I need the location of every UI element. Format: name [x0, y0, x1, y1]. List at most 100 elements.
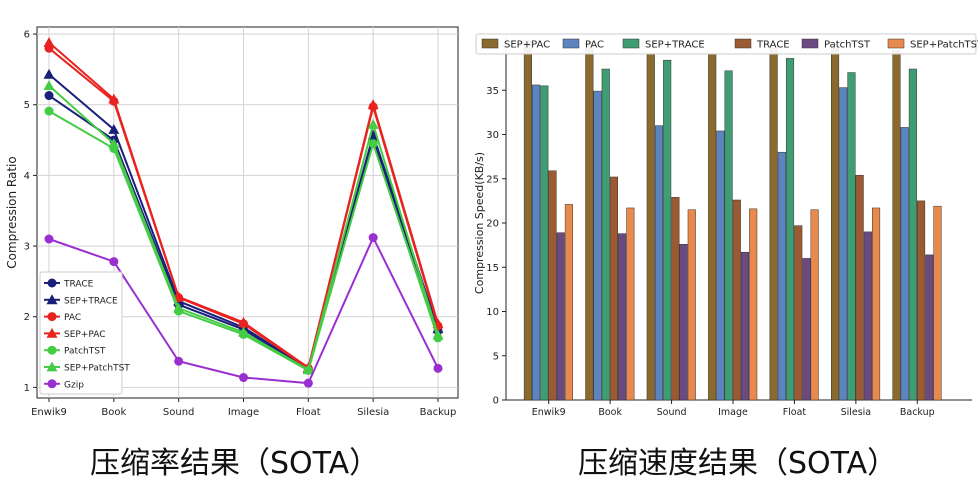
legend-item: SEP+PatchTST [887, 38, 978, 51]
legend-item: SEP+PatchTST [44, 361, 130, 374]
data-point [109, 257, 119, 267]
bar [933, 205, 942, 401]
data-point [368, 139, 378, 149]
bar [708, 53, 717, 401]
data-point [108, 93, 120, 104]
bar [917, 200, 926, 401]
bar [839, 87, 848, 401]
legend-item: TRACE [44, 278, 94, 290]
bar [679, 243, 688, 401]
legend-marker [47, 312, 57, 322]
legend-swatch [562, 38, 580, 49]
legend-swatch [801, 38, 819, 49]
data-point [303, 378, 313, 388]
legend-label: PatchTST [824, 40, 871, 51]
legend-label: PAC [585, 40, 604, 51]
xtick-label: Enwik9 [31, 407, 67, 418]
ytick-label: 1 [24, 383, 30, 394]
xtick-label: Book [101, 407, 126, 418]
bar [802, 258, 811, 401]
legend-marker [47, 278, 57, 288]
legend-item: SEP+TRACE [622, 38, 705, 51]
xtick-label: Book [598, 407, 622, 418]
data-point [367, 119, 379, 129]
data-point [108, 123, 120, 134]
bar [532, 84, 541, 401]
xtick-label: Silesia [841, 407, 872, 418]
bar [724, 70, 733, 401]
bar-group-backup [892, 50, 942, 401]
bar [548, 170, 557, 401]
bar [777, 151, 786, 401]
bar [749, 208, 758, 401]
legend-label: SEP+TRACE [64, 296, 118, 306]
bar-group-float [769, 47, 819, 401]
ytick-label: 35 [486, 86, 499, 97]
xtick-label: Image [228, 407, 259, 418]
bar [593, 90, 602, 401]
xtick-label: Float [296, 407, 321, 418]
legend-swatch [622, 38, 640, 49]
legend-label: SEP+PatchTST [64, 364, 130, 374]
bar [892, 50, 901, 401]
bar [794, 225, 803, 401]
ytick-label: 20 [486, 219, 499, 230]
xtick-label: Backup [420, 407, 457, 418]
data-point [302, 364, 314, 375]
bar [646, 52, 655, 401]
ytick-label: 4 [24, 171, 30, 182]
data-point [108, 138, 120, 148]
compression-speed-chart: 0510152025303540Compression Speed(KB/s)E… [473, 33, 978, 418]
legend-marker [46, 327, 58, 338]
legend-marker [47, 345, 57, 355]
data-point [174, 356, 184, 366]
data-point [433, 363, 443, 373]
legend-swatch [887, 38, 905, 49]
ytick-label: 6 [24, 30, 30, 41]
legend-item: PAC [44, 312, 81, 323]
data-point [43, 68, 55, 79]
bar [831, 47, 840, 401]
bar-group-sound [646, 52, 696, 401]
data-point [173, 302, 185, 313]
legend-label: PatchTST [64, 347, 106, 357]
legend: SEP+PAC PAC SEP+TRACE TRACE PatchTST SEP+Patc… [475, 33, 978, 55]
legend-item: TRACE [734, 38, 790, 51]
legend-item: PatchTST [801, 38, 871, 51]
legend-item: SEP+PAC [481, 38, 550, 51]
bar [855, 174, 864, 401]
bar [564, 204, 573, 401]
bar [872, 207, 881, 401]
data-point [368, 233, 378, 243]
bar [687, 209, 696, 401]
legend-box [39, 271, 123, 395]
bar [556, 232, 565, 401]
bar [740, 251, 750, 401]
legend-label: SEP+PAC [504, 40, 550, 51]
legend-item: Gzip [44, 379, 84, 390]
ytick-label: 5 [493, 351, 499, 362]
bar [769, 47, 778, 401]
legend-label: SEP+PatchTST [910, 40, 978, 51]
data-point [44, 106, 54, 116]
ytick-label: 0 [493, 396, 499, 407]
xtick-label: Backup [900, 407, 935, 418]
xtick-label: Silesia [357, 407, 389, 418]
bar-group-silesia [831, 47, 881, 401]
bar [585, 41, 594, 401]
legend-marker [46, 294, 58, 305]
bar [732, 199, 741, 401]
legend-label: TRACE [756, 40, 790, 51]
bar [663, 59, 672, 401]
data-point [44, 91, 54, 101]
bar [618, 233, 627, 401]
xtick-label: Enwik9 [532, 407, 566, 418]
ytick-label: 25 [486, 174, 499, 185]
data-point [239, 373, 248, 383]
data-point [44, 234, 54, 244]
bar [601, 68, 610, 401]
data-point [238, 316, 249, 327]
legend: TRACE SEP+TRACE PAC SEP+PAC PatchTST SEP+Patc… [39, 271, 130, 395]
bar [900, 127, 909, 401]
bar [540, 85, 549, 401]
